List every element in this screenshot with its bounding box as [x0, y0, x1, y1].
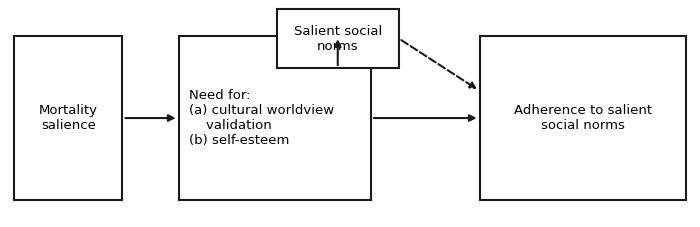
Text: Salient social
norms: Salient social norms	[293, 25, 382, 53]
FancyBboxPatch shape	[14, 36, 122, 200]
FancyBboxPatch shape	[276, 9, 399, 68]
FancyBboxPatch shape	[480, 36, 686, 200]
Text: Need for:
(a) cultural worldview
    validation
(b) self-esteem: Need for: (a) cultural worldview validat…	[189, 89, 334, 147]
Text: Mortality
salience: Mortality salience	[38, 104, 98, 132]
Text: Adherence to salient
social norms: Adherence to salient social norms	[514, 104, 652, 132]
FancyBboxPatch shape	[178, 36, 371, 200]
